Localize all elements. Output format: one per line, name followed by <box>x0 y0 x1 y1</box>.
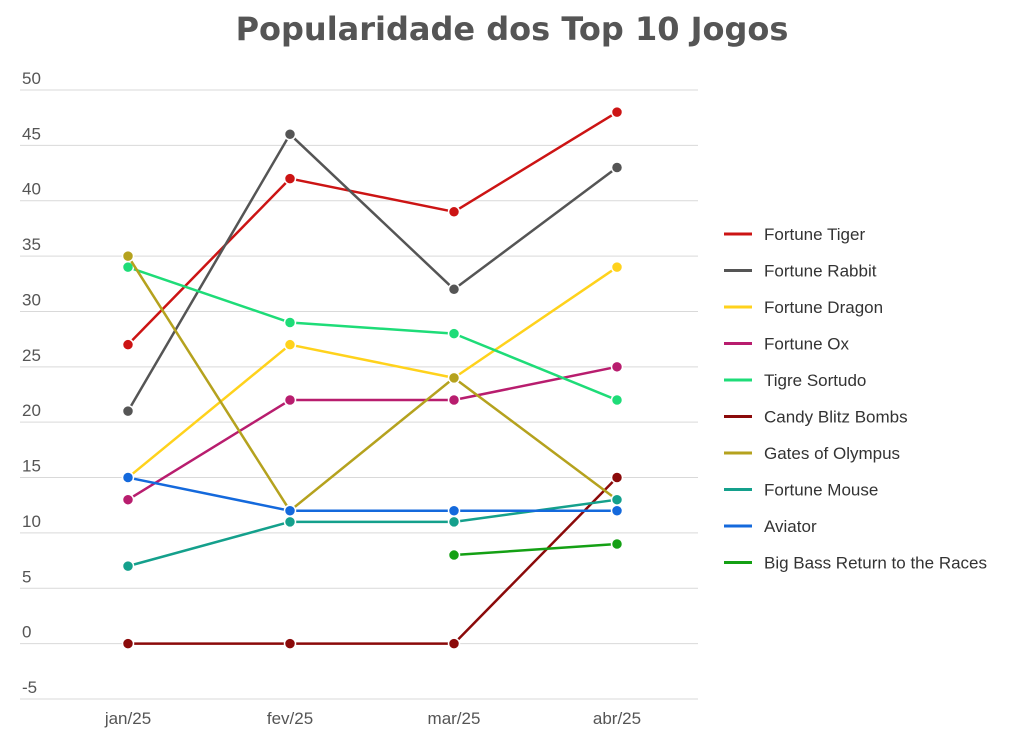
series-5 <box>121 471 624 650</box>
data-point <box>121 404 135 418</box>
data-point <box>283 515 297 529</box>
data-point <box>447 205 461 219</box>
data-point <box>447 548 461 562</box>
legend: Fortune Tiger Fortune Rabbit Fortune Drago… <box>724 225 987 573</box>
y-tick-label: 35 <box>22 235 41 254</box>
data-point <box>447 393 461 407</box>
series-line <box>453 542 618 557</box>
data-point <box>610 504 624 518</box>
series-line <box>126 133 618 412</box>
legend-label: Fortune Tiger <box>764 225 865 244</box>
y-tick-label: 40 <box>22 180 41 199</box>
y-tick-label: 0 <box>22 623 31 642</box>
series-line <box>127 476 617 513</box>
data-point <box>447 283 461 296</box>
series-1 <box>121 128 624 418</box>
chart-title: Popularidade dos Top 10 Jogos <box>235 10 789 48</box>
series-line <box>128 476 618 645</box>
legend-item: Candy Blitz Bombs <box>724 408 908 427</box>
data-point <box>283 637 297 650</box>
data-point <box>283 128 297 141</box>
legend-item: Big Bass Return to the Races <box>724 554 987 573</box>
series-line <box>126 255 618 513</box>
legend-label: Candy Blitz Bombs <box>764 408 908 427</box>
legend-item: Aviator <box>724 517 817 536</box>
data-point <box>447 327 461 340</box>
series-line <box>127 111 618 346</box>
legend-label: Fortune Mouse <box>764 481 878 500</box>
series-0 <box>121 105 624 351</box>
data-point <box>610 161 624 174</box>
legend-label: Aviator <box>764 517 817 536</box>
data-point <box>283 172 297 185</box>
legend-item: Fortune Mouse <box>724 481 878 500</box>
data-point <box>610 537 624 551</box>
series-4 <box>121 260 624 407</box>
series-line <box>127 266 618 479</box>
data-point <box>283 316 297 329</box>
series-lines <box>121 105 624 650</box>
legend-item: Gates of Olympus <box>724 444 900 463</box>
y-tick-label: 10 <box>22 512 41 531</box>
y-tick-label: 25 <box>22 346 41 365</box>
series-9 <box>447 537 624 562</box>
legend-label: Tigre Sortudo <box>764 371 866 390</box>
legend-item: Fortune Rabbit <box>724 262 877 281</box>
y-tick-label: -5 <box>22 678 37 697</box>
data-point <box>610 105 624 119</box>
data-point <box>610 393 624 407</box>
data-point <box>121 559 135 573</box>
data-point <box>283 393 297 407</box>
data-point <box>447 371 461 385</box>
legend-item: Fortune Ox <box>724 335 850 354</box>
legend-label: Fortune Ox <box>764 335 850 354</box>
x-axis-ticks: jan/25 fev/25 mar/25 abr/25 <box>104 709 641 728</box>
y-tick-label: 50 <box>22 69 41 88</box>
data-point <box>610 360 624 374</box>
x-tick-label: fev/25 <box>267 709 313 728</box>
x-tick-label: jan/25 <box>104 709 151 728</box>
data-point <box>283 338 297 351</box>
legend-label: Big Bass Return to the Races <box>764 554 987 573</box>
legend-item: Fortune Dragon <box>724 298 883 317</box>
series-line <box>127 365 618 501</box>
y-tick-label: 20 <box>22 401 41 420</box>
grid <box>20 89 698 700</box>
legend-item: Fortune Tiger <box>724 225 865 244</box>
data-point <box>121 338 135 351</box>
legend-label: Gates of Olympus <box>764 444 900 463</box>
y-tick-label: 45 <box>22 124 41 143</box>
series-line <box>127 265 618 402</box>
data-point <box>283 504 297 518</box>
data-point <box>610 260 624 274</box>
y-tick-label: 5 <box>22 567 31 586</box>
data-point <box>447 515 461 529</box>
y-tick-label: 15 <box>22 457 41 476</box>
x-tick-label: abr/25 <box>593 709 641 728</box>
data-point <box>610 471 624 484</box>
data-point <box>447 504 461 518</box>
data-point <box>610 493 624 506</box>
x-tick-label: mar/25 <box>428 709 481 728</box>
legend-item: Tigre Sortudo <box>724 371 866 390</box>
legend-label: Fortune Dragon <box>764 298 883 317</box>
data-point <box>121 637 135 650</box>
data-point <box>121 471 135 484</box>
legend-label: Fortune Rabbit <box>764 262 877 281</box>
data-point <box>121 493 135 506</box>
series-3 <box>121 360 624 506</box>
data-point <box>447 637 461 650</box>
series-8 <box>121 471 624 518</box>
y-tick-label: 30 <box>22 290 41 309</box>
data-point <box>121 249 135 263</box>
